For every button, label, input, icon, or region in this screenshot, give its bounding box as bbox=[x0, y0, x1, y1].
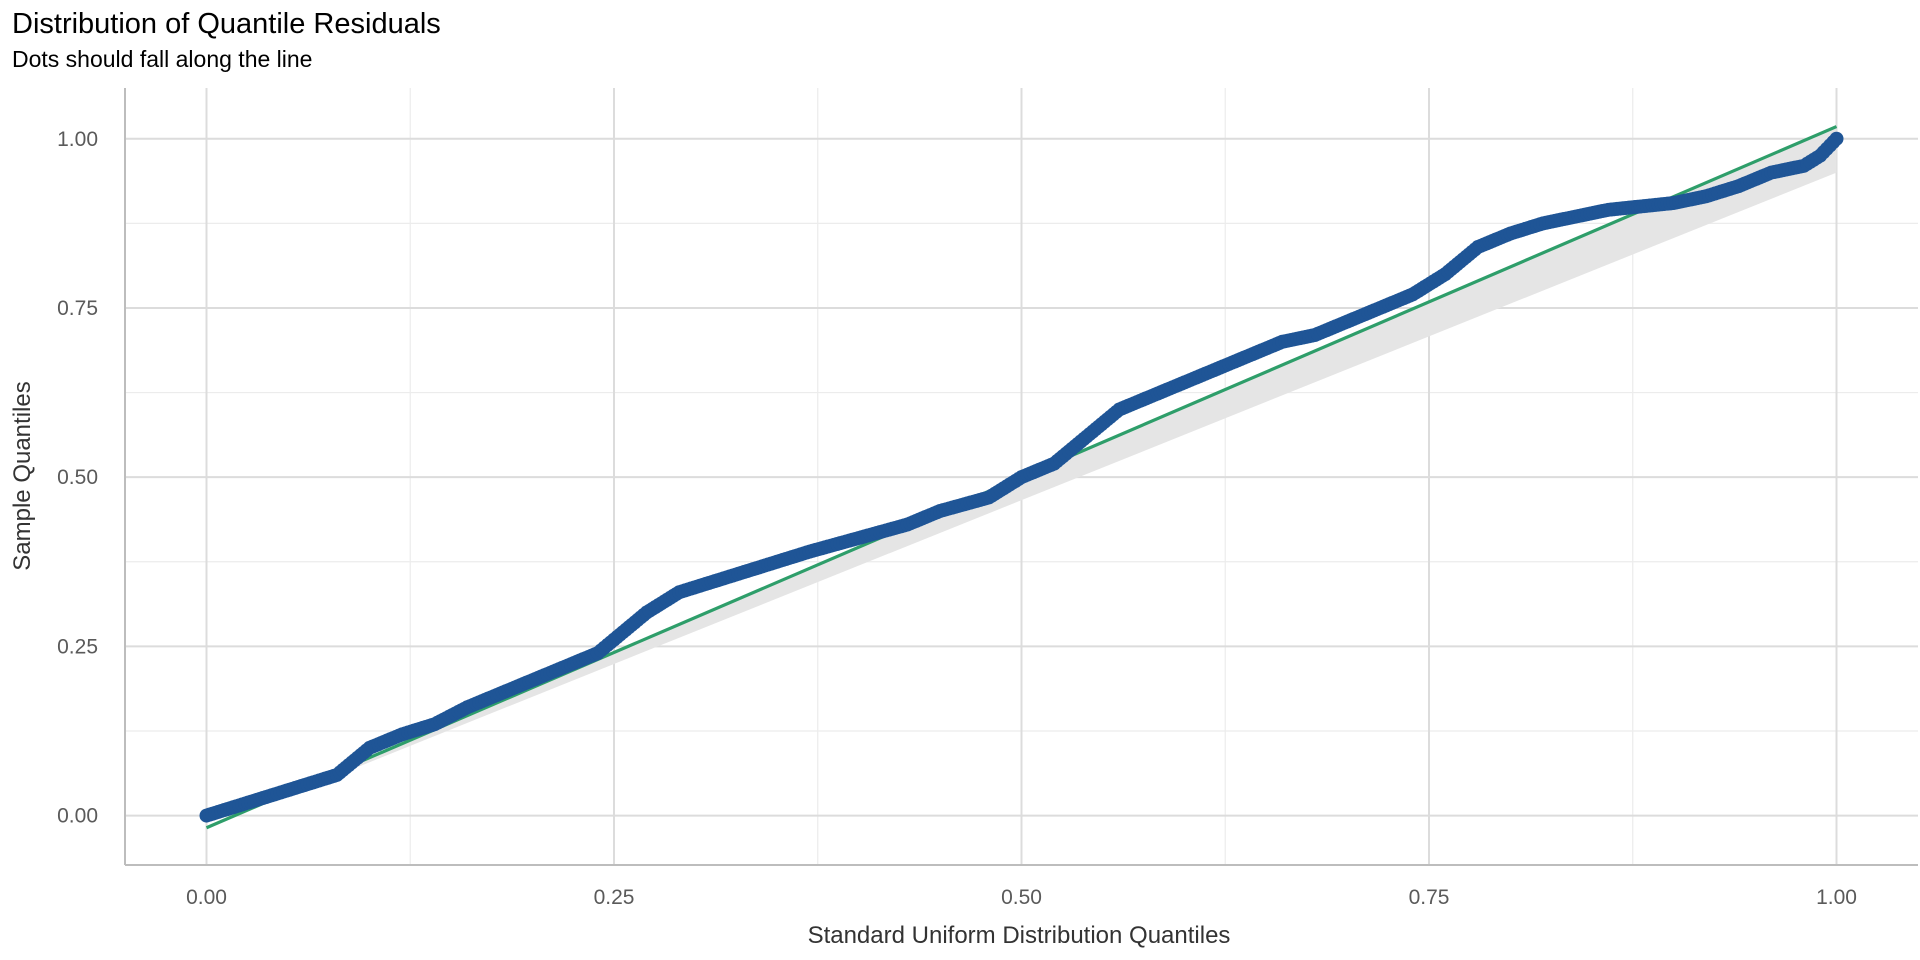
y-tick-label: 1.00 bbox=[57, 128, 98, 151]
y-axis-ticks: 0.00 0.25 0.50 0.75 1.00 bbox=[57, 128, 98, 828]
x-axis-ticks: 0.00 0.25 0.50 0.75 1.00 bbox=[186, 886, 1857, 909]
x-tick-label: 0.50 bbox=[1001, 886, 1042, 909]
chart-title: Distribution of Quantile Residuals bbox=[12, 8, 441, 40]
sample-point bbox=[1829, 131, 1844, 146]
sample-points bbox=[199, 131, 1844, 823]
y-tick-label: 0.00 bbox=[57, 805, 98, 828]
x-axis-title: Standard Uniform Distribution Quantiles bbox=[808, 922, 1231, 949]
x-tick-label: 0.75 bbox=[1409, 886, 1450, 909]
y-tick-label: 0.75 bbox=[57, 297, 98, 320]
y-tick-label: 0.50 bbox=[57, 466, 98, 489]
chart-subtitle: Dots should fall along the line bbox=[12, 46, 313, 72]
x-tick-label: 0.00 bbox=[186, 886, 227, 909]
axes bbox=[124, 88, 1918, 866]
y-axis-title: Sample Quantiles bbox=[9, 381, 36, 570]
x-tick-label: 1.00 bbox=[1816, 886, 1857, 909]
x-tick-label: 0.25 bbox=[594, 886, 635, 909]
y-tick-label: 0.25 bbox=[57, 635, 98, 658]
